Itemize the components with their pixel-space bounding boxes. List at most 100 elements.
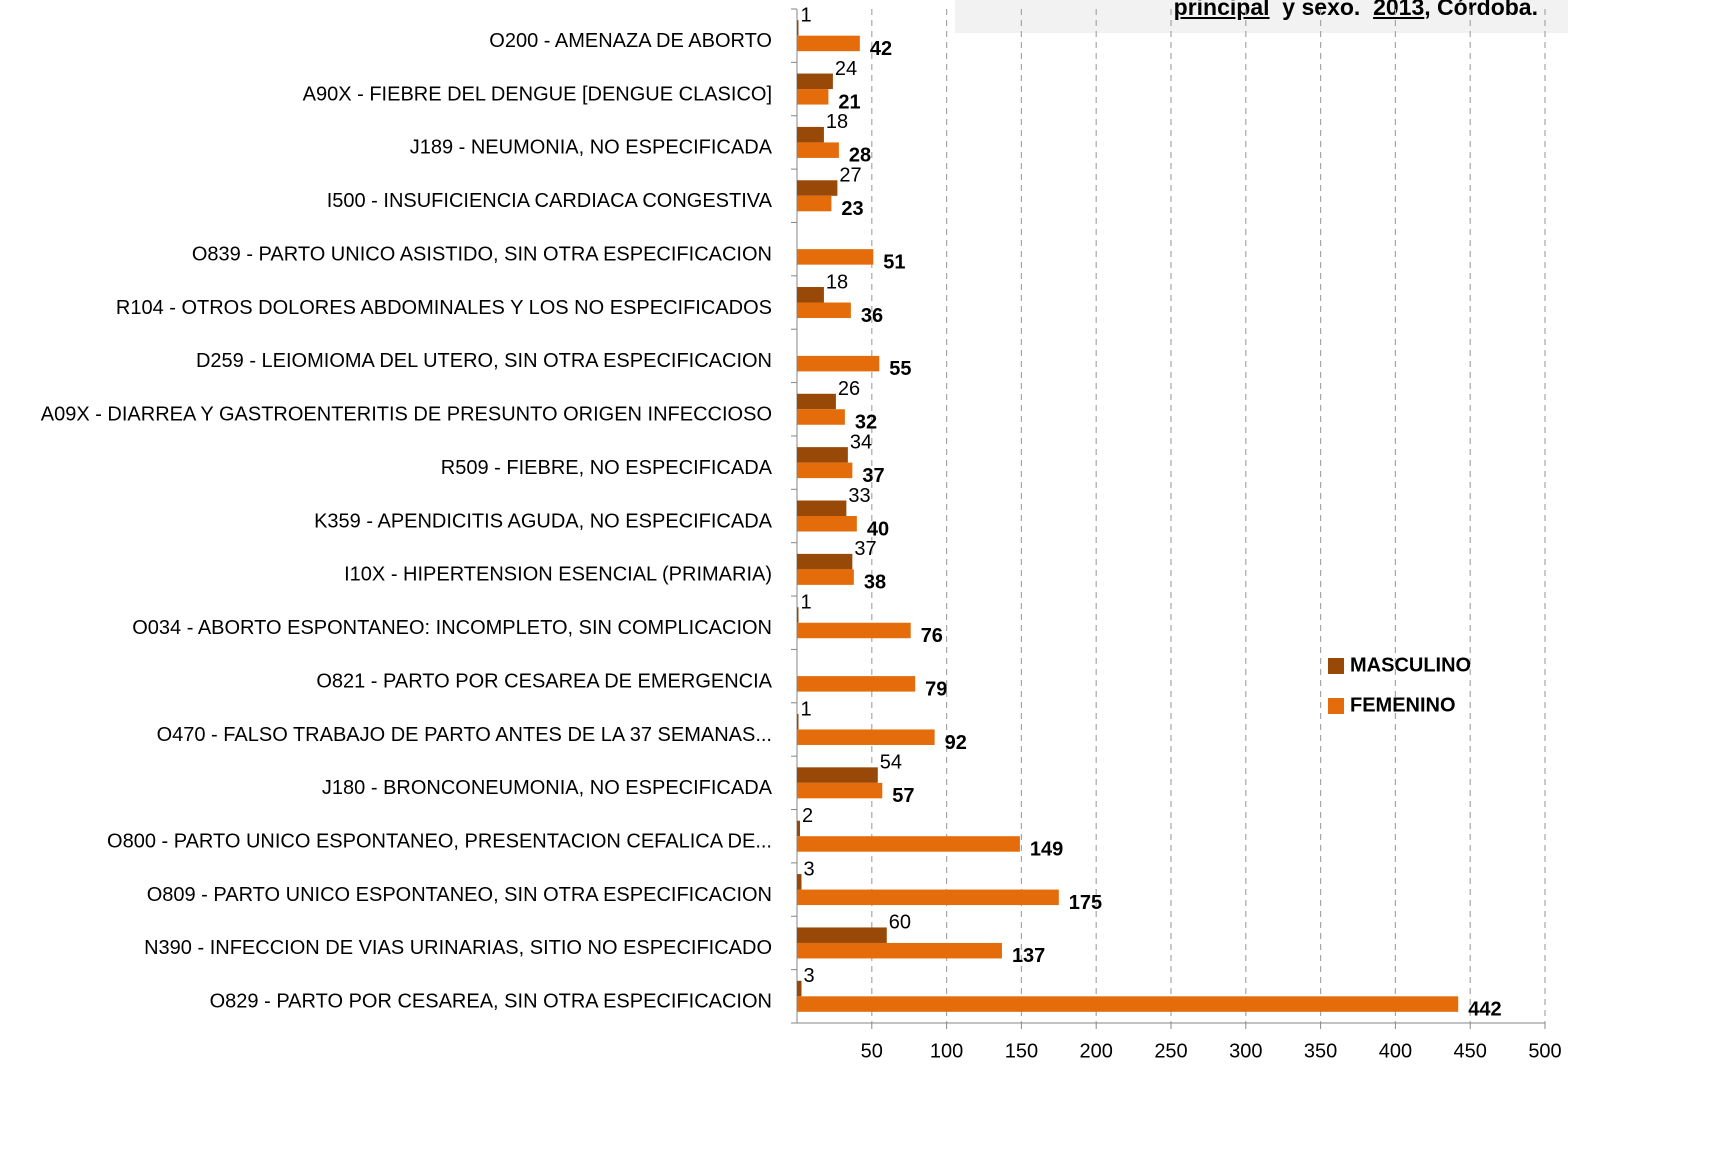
bar: [797, 355, 880, 372]
value-label: 3: [803, 858, 814, 880]
value-label: 26: [838, 378, 860, 400]
x-tick-label: 200: [1080, 1040, 1113, 1062]
bar: [797, 20, 799, 36]
value-label: 27: [839, 165, 861, 187]
bar: [797, 73, 833, 90]
x-tick-label: 500: [1528, 1040, 1561, 1062]
bar: [797, 195, 832, 212]
bar: [797, 89, 829, 105]
bar: [797, 180, 838, 196]
value-label: 36: [861, 305, 883, 327]
y-tick-label: I500 - INSUFICIENCIA CARDIACA CONGESTIVA: [327, 190, 773, 212]
y-tick-label: R104 - OTROS DOLORES ABDOMINALES Y LOS N…: [116, 297, 772, 319]
value-label: 60: [889, 912, 911, 934]
value-label: 1: [800, 4, 811, 26]
y-tick-label: O200 - AMENAZA DE ABORTO: [489, 30, 772, 52]
bar: [797, 409, 845, 425]
value-label: 34: [850, 431, 872, 453]
value-label: 37: [862, 465, 884, 487]
value-label: 3: [803, 965, 814, 987]
value-label: 149: [1030, 838, 1063, 860]
bar: [797, 713, 799, 730]
y-tick-label: D259 - LEIOMIOMA DEL UTERO, SIN OTRA ESP…: [196, 350, 772, 372]
value-label: 40: [867, 518, 889, 540]
x-tick-label: 350: [1304, 1040, 1337, 1062]
bar: [797, 569, 854, 585]
value-label: 42: [870, 38, 892, 60]
value-label: 51: [883, 251, 905, 273]
title-box: principal y sexo. 2013, Córdoba.: [955, 0, 1568, 33]
y-tick-label: R509 - FIEBRE, NO ESPECIFICADA: [441, 457, 773, 479]
bar: [797, 607, 799, 623]
value-label: 57: [892, 785, 914, 807]
value-label: 28: [849, 145, 871, 167]
y-tick-label: J189 - NEUMONIA, NO ESPECIFICADA: [410, 137, 773, 159]
bar: [797, 287, 824, 303]
x-tick-label: 250: [1154, 1040, 1187, 1062]
value-label: 23: [841, 198, 863, 220]
value-label: 79: [925, 678, 947, 700]
y-tick-label: J180 - BRONCONEUMONIA, NO ESPECIFICADA: [322, 777, 773, 799]
value-label: 32: [855, 412, 877, 434]
y-tick-label: O800 - PARTO UNICO ESPONTANEO, PRESENTAC…: [107, 830, 772, 852]
bar: [797, 874, 802, 890]
bar: [797, 980, 802, 997]
title-part: y sexo.: [1269, 0, 1374, 20]
value-label: 175: [1069, 892, 1102, 914]
bar: [797, 942, 1002, 959]
value-label: 1: [800, 592, 811, 614]
bar: [797, 927, 887, 943]
bar: [797, 729, 935, 745]
x-tick-label: 50: [861, 1040, 883, 1062]
x-tick-label: 300: [1229, 1040, 1262, 1062]
y-tick-label: K359 - APENDICITIS AGUDA, NO ESPECIFICAD…: [314, 510, 773, 532]
x-tick-label: 150: [1005, 1040, 1038, 1062]
value-label: 18: [826, 111, 848, 133]
bar: [797, 142, 839, 158]
bar: [797, 553, 853, 570]
x-tick-label: 450: [1454, 1040, 1487, 1062]
y-tick-label: O034 - ABORTO ESPONTANEO: INCOMPLETO, SI…: [132, 617, 772, 639]
value-label: 92: [945, 732, 967, 754]
y-tick-label: A90X - FIEBRE DEL DENGUE [DENGUE CLASICO…: [303, 83, 772, 105]
y-tick-label: A09X - DIARREA Y GASTROENTERITIS DE PRES…: [41, 404, 772, 426]
value-label: 2: [802, 805, 813, 827]
bar: [797, 462, 853, 479]
value-label: 442: [1468, 999, 1501, 1021]
bar: [797, 996, 1459, 1012]
legend-label: FEMENINO: [1350, 694, 1456, 716]
bar: [797, 500, 847, 516]
value-label: 21: [838, 91, 860, 113]
y-tick-label: O839 - PARTO UNICO ASISTIDO, SIN OTRA ES…: [192, 243, 772, 265]
bar: [797, 516, 857, 532]
value-label: 55: [889, 358, 911, 380]
legend-swatch: [1328, 658, 1344, 674]
value-label: 76: [921, 625, 943, 647]
value-label: 38: [864, 572, 886, 594]
value-label: 1: [800, 698, 811, 720]
y-tick-label: O809 - PARTO UNICO ESPONTANEO, SIN OTRA …: [147, 884, 772, 906]
bar: [797, 889, 1059, 906]
value-label: 137: [1012, 945, 1045, 967]
bar: [797, 126, 824, 143]
y-tick-label: O821 - PARTO POR CESAREA DE EMERGENCIA: [316, 670, 772, 692]
title-part: 2013: [1373, 0, 1425, 20]
value-label: 24: [835, 58, 857, 80]
bar: [797, 447, 848, 463]
value-label: 54: [880, 752, 902, 774]
y-tick-label: O829 - PARTO POR CESAREA, SIN OTRA ESPEC…: [210, 991, 772, 1013]
bar: [797, 676, 916, 692]
y-tick-label: O470 - FALSO TRABAJO DE PARTO ANTES DE L…: [157, 724, 772, 746]
bar: [797, 302, 851, 319]
bar: [797, 767, 878, 783]
bar: [797, 622, 911, 639]
x-tick-label: 100: [930, 1040, 963, 1062]
value-label: 37: [854, 538, 876, 560]
title-part: , Córdoba.: [1424, 0, 1538, 20]
bar: [797, 782, 883, 799]
value-label: 18: [826, 271, 848, 293]
y-tick-label: I10X - HIPERTENSION ESENCIAL (PRIMARIA): [344, 564, 772, 586]
bar: [797, 249, 874, 265]
